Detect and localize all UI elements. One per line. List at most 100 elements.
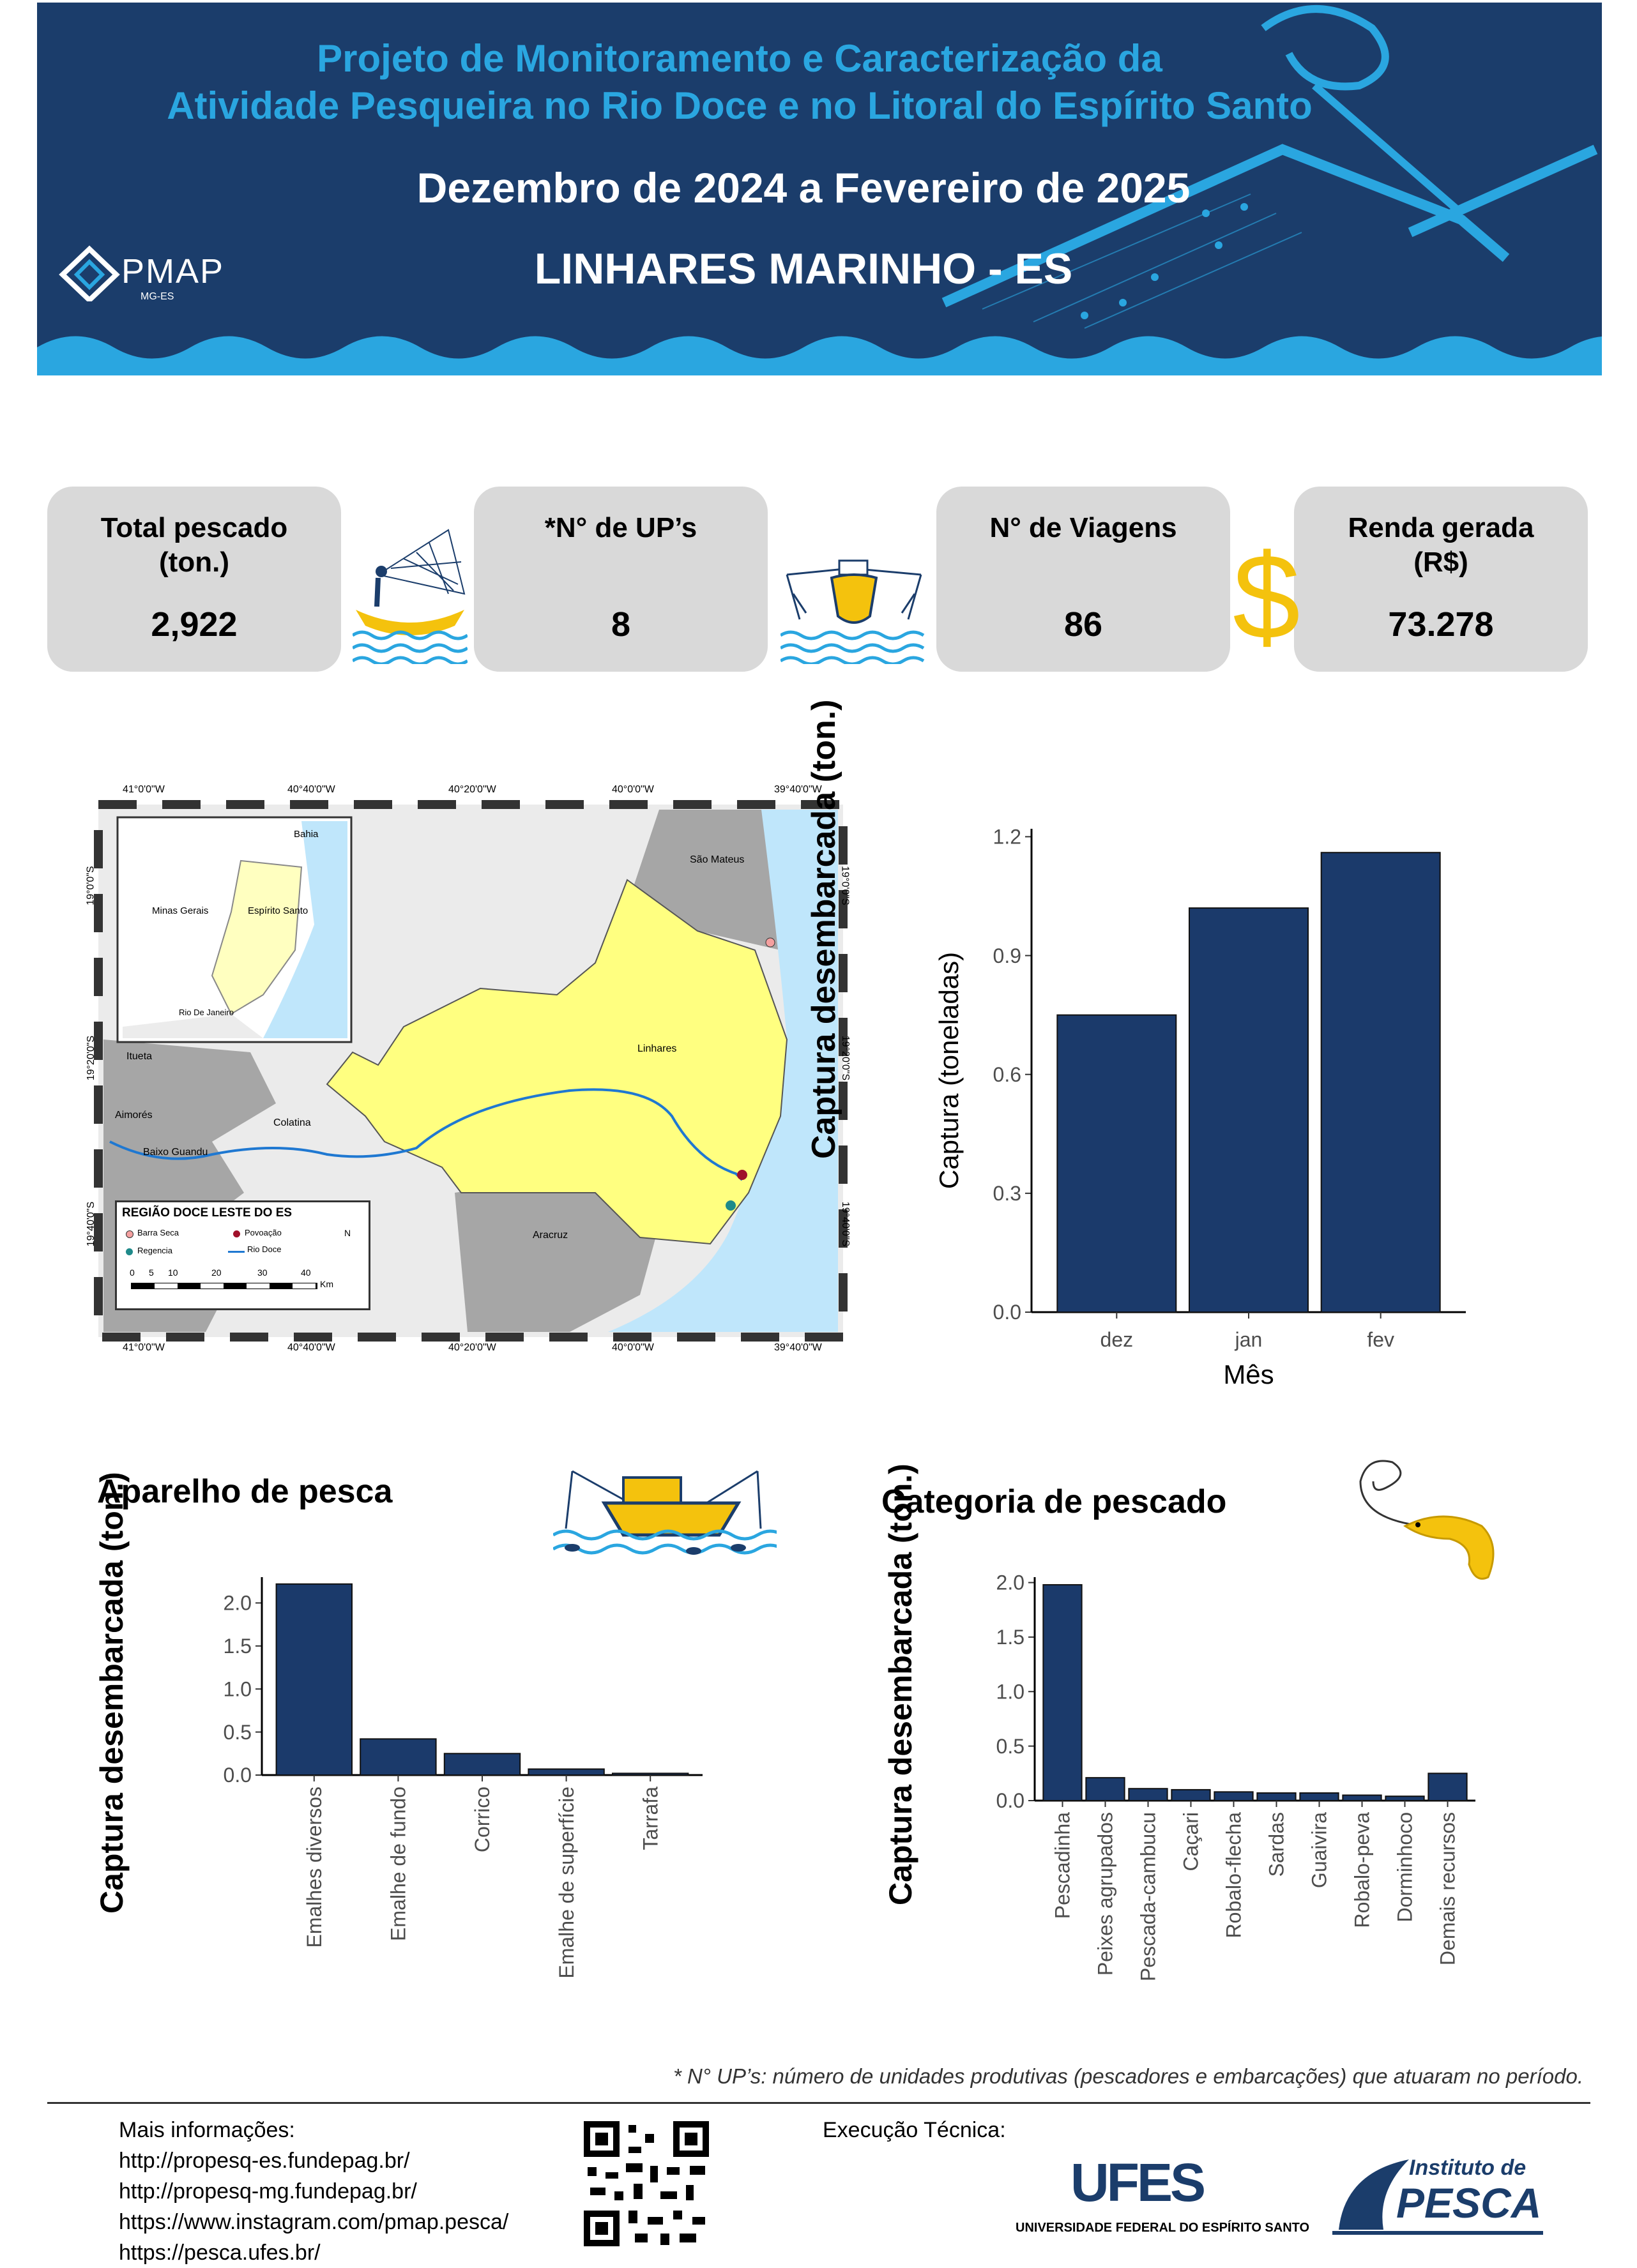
map-tick-left: 19°20'0"S — [86, 1035, 97, 1081]
bar — [528, 1768, 605, 1776]
bar — [1171, 1788, 1211, 1801]
y-tick-label: 1.2 — [993, 826, 1021, 849]
y-tick-label: 1.5 — [996, 1626, 1024, 1649]
y-tick-label: 0.9 — [993, 944, 1021, 967]
map-figure: 41°0'0"W 40°40'0"W 40°20'0"W 40°0'0"W 39… — [84, 784, 857, 1359]
y-tick-label: 0.0 — [993, 1301, 1021, 1324]
map-legend-item: Povoação — [245, 1228, 282, 1237]
map-tick-top: 40°40'0"W — [287, 784, 335, 795]
bar — [611, 1773, 689, 1776]
y-tick-label: 1.0 — [224, 1677, 252, 1700]
header-title-line1: Projeto de Monitoramento e Caracterizaçã… — [317, 37, 1162, 80]
kpi-label: Renda gerada (R$) — [1348, 512, 1534, 578]
footer-link-propesq-mg[interactable]: http://propesq-mg.fundepag.br/ — [119, 2179, 417, 2204]
y-tick-label: 2.0 — [996, 1571, 1024, 1594]
bar — [275, 1583, 353, 1776]
y-tick-label: 2.0 — [224, 1592, 252, 1615]
header-period: Dezembro de 2024 a Fevereiro de 2025 — [416, 164, 1191, 211]
x-tick-label: Peixes agrupados — [1094, 1812, 1117, 1976]
x-tick-label: Pescada-cambucu — [1137, 1812, 1160, 1981]
map-place-label: Baixo Guandu — [143, 1147, 208, 1158]
map-tick-bottom: 40°20'0"W — [448, 1342, 496, 1353]
fishing-boat-icon — [780, 559, 925, 664]
x-tick-label: Demais recursos — [1436, 1812, 1459, 1965]
bar — [1342, 1794, 1382, 1801]
pmap-logo-text: PMAP — [121, 252, 225, 291]
map-inset-label: Espírito Santo — [248, 905, 308, 916]
kpi-label: N° de Viagens — [989, 512, 1177, 543]
x-tick-label: Pescadinha — [1051, 1812, 1074, 1919]
legend-marker-povoacao — [233, 1230, 240, 1237]
kpi-card-renda: Renda gerada (R$) 73.278 — [1294, 487, 1588, 672]
y-axis-title: Captura (toneladas) — [934, 952, 964, 1189]
fishing-boat-gear-icon — [553, 1470, 777, 1555]
bar — [1299, 1792, 1339, 1801]
header-location: LINHARES MARINHO - ES — [534, 245, 1073, 293]
footer-link-instagram[interactable]: https://www.instagram.com/pmap.pesca/ — [119, 2210, 509, 2234]
pmap-diamond-icon — [59, 245, 120, 301]
gear-chart-ylabel: Captura desembarcada (ton.) — [94, 1472, 130, 1914]
bar — [1128, 1788, 1168, 1801]
footer-link-ufes[interactable]: https://pesca.ufes.br/ — [119, 2241, 321, 2265]
monthly-bar-chart: 0.0 0.3 0.6 0.9 1.2 dez jan fev Mês Captura (tone… — [934, 826, 1466, 1389]
gear-chart-title: Aparelho de pesca — [97, 1473, 393, 1510]
bar — [1256, 1792, 1297, 1801]
y-tick-label: 0.5 — [224, 1721, 252, 1744]
y-tick-label: 0.3 — [993, 1182, 1021, 1205]
map-legend: REGIÃO DOCE LESTE DO ES Barra Seca Povoa… — [115, 1200, 370, 1310]
map-inset-label: Bahia — [294, 829, 319, 840]
category-chart-ylabel: Captura desembarcada (ton.) — [883, 1463, 918, 1905]
map-place-label: Aracruz — [533, 1230, 568, 1241]
footnote: * N° UP’s: número de unidades produtivas… — [673, 2064, 1583, 2088]
kpi-value-viagens: 86 — [1063, 605, 1103, 644]
north-arrow-icon: N — [344, 1228, 351, 1238]
x-tick-label: Robalo-peva — [1351, 1812, 1374, 1928]
map-tick-right: 19°40'0"S — [840, 1201, 851, 1247]
footer-exec-label: Execução Técnica: — [823, 2118, 1006, 2142]
y-tick-label: 0.5 — [996, 1735, 1024, 1758]
pmap-logo-sub: MG-ES — [141, 291, 174, 302]
legend-line-rio-doce — [228, 1251, 245, 1253]
header-banner: Projeto de Monitoramento e Caracterizaçã… — [37, 3, 1602, 375]
x-tick-label: Tarrafa — [639, 1787, 662, 1850]
x-tick-label: Emalhe de fundo — [387, 1787, 410, 1941]
header-decoration — [37, 5, 1602, 375]
map-tick-bottom: 40°0'0"W — [612, 1342, 654, 1353]
x-tick-label: Robalo-flecha — [1222, 1812, 1245, 1939]
dollar-icon: $ — [1233, 529, 1300, 665]
pesca-logo-line2: PESCA — [1396, 2179, 1542, 2226]
map-place-label: Aimorés — [115, 1110, 153, 1121]
map-place-label: Colatina — [273, 1117, 311, 1128]
map-place-label: Linhares — [637, 1043, 677, 1054]
map-tick-left: 19°0'0"S — [85, 866, 96, 905]
bar — [1385, 1796, 1425, 1802]
bar — [1428, 1773, 1468, 1802]
x-tick-label: Guaivira — [1308, 1812, 1331, 1888]
legend-marker-regencia — [126, 1248, 133, 1255]
gear-bar-chart: 0.0 0.5 1.0 1.5 2.0 Emalhes diversos Emalhe de… — [224, 1577, 703, 1979]
map-inset-label: Rio De Janeiro — [179, 1008, 234, 1017]
x-tick-label: dez — [1100, 1328, 1134, 1351]
x-tick-label: Dorminhoco — [1394, 1812, 1417, 1923]
x-tick-label: jan — [1235, 1328, 1263, 1351]
instituto-pesca-emblem-icon — [1332, 2159, 1543, 2235]
map-legend-title: REGIÃO DOCE LESTE DO ES — [122, 1206, 293, 1220]
kpi-card-viagens: N° de Viagens 86 — [936, 487, 1230, 672]
x-axis-title: Mês — [1223, 1359, 1274, 1389]
map-tick-top: 40°0'0"W — [612, 784, 654, 795]
x-tick-label: Emalhe de superfície — [555, 1787, 578, 1979]
map-scale-bar — [131, 1283, 317, 1289]
y-tick-label: 1.0 — [996, 1680, 1024, 1703]
bar — [1214, 1791, 1254, 1801]
map-tick-left: 19°40'0"S — [86, 1201, 97, 1247]
pesca-logo-line1: Instituto de — [1409, 2156, 1527, 2180]
y-tick-label: 1.5 — [224, 1635, 252, 1658]
map-tick-top: 40°20'0"W — [448, 784, 496, 795]
x-tick-label: Emalhes diversos — [303, 1787, 326, 1948]
qr-code-icon[interactable] — [584, 2121, 709, 2246]
kpi-label: Total pescado (ton.) — [100, 512, 288, 578]
ufes-logo: UFES — [1070, 2152, 1206, 2212]
footer-link-propesq-es[interactable]: http://propesq-es.fundepag.br/ — [119, 2149, 410, 2173]
footer-info-title: Mais informações: — [119, 2118, 295, 2142]
map-tick-bottom: 41°0'0"W — [123, 1342, 165, 1353]
